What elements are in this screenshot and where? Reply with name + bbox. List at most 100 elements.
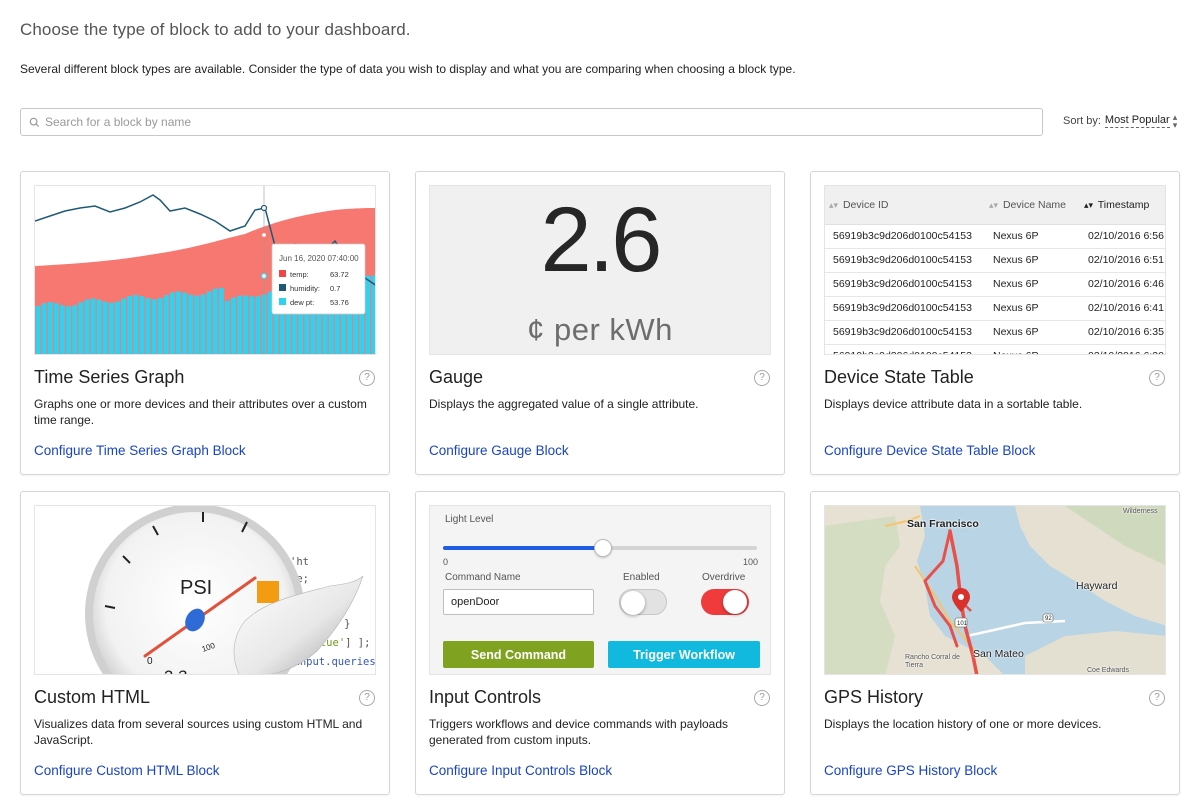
sort-chevrons-icon[interactable]: ▴ ▾ <box>1172 112 1178 130</box>
table-cell: Nexus 6P <box>985 296 1080 321</box>
table-cell: 02/10/2016 6:56 <box>1080 224 1165 249</box>
tooltip-label-humidity: humidity: <box>290 284 320 293</box>
tooltip-label-temp: temp: <box>290 270 309 279</box>
table-cell: 02/10/2016 6:51 <box>1080 248 1165 273</box>
block-name: GPS History <box>824 687 924 707</box>
dew-point-bar <box>41 303 47 354</box>
tooltip-label-dew: dew pt: <box>290 298 314 307</box>
overdrive-toggle[interactable] <box>701 589 749 615</box>
block-description: Visualizes data from several sources usi… <box>34 717 363 747</box>
dew-point-bar <box>212 288 218 354</box>
dew-point-bar <box>72 305 78 354</box>
configure-device-state-table-link[interactable]: Configure Device State Table Block <box>824 443 1036 458</box>
dew-point-bar <box>47 302 53 354</box>
sort-control[interactable]: Sort by: Most Popular ▴ ▾ <box>1063 112 1178 130</box>
dew-point-bar <box>169 292 175 354</box>
dew-point-bar <box>145 298 151 354</box>
search-input[interactable] <box>45 115 1008 129</box>
dew-point-bar <box>273 289 279 354</box>
dew-point-bar <box>121 298 127 354</box>
help-circle-icon[interactable]: ? <box>1149 690 1165 706</box>
block-card-custom-html[interactable]: 'ht se; nction() { aded) { return; } [ [… <box>20 491 390 795</box>
map-label-coe-edwards: Coe Edwards <box>1087 667 1130 674</box>
dew-point-bar <box>322 282 328 354</box>
help-circle-icon[interactable]: ? <box>1149 370 1165 386</box>
slider-fill <box>443 546 604 550</box>
page-title: Choose the type of block to add to your … <box>20 20 411 39</box>
block-card-gauge[interactable]: 2.6 ¢ per kWh Gauge ? Displays the aggre… <box>415 171 785 475</box>
block-description: Graphs one or more devices and their att… <box>34 397 367 427</box>
map-label-hayward: Hayward <box>1076 580 1118 592</box>
command-name-input[interactable] <box>443 589 594 615</box>
dew-point-bar <box>78 302 84 354</box>
help-circle-icon[interactable]: ? <box>754 370 770 386</box>
dew-point-bar <box>249 296 255 354</box>
dew-point-bar <box>157 298 163 354</box>
send-command-button[interactable]: Send Command <box>443 641 594 668</box>
dew-point-bar <box>96 299 102 354</box>
enabled-label: Enabled <box>623 572 660 583</box>
slider-label: Light Level <box>445 514 494 525</box>
help-circle-icon[interactable]: ? <box>754 690 770 706</box>
trigger-workflow-button[interactable]: Trigger Workflow <box>608 641 760 668</box>
table-cell: 02/10/2016 6:41 <box>1080 296 1165 321</box>
block-description: Triggers workflows and device commands w… <box>429 717 729 747</box>
dew-point-bar <box>359 274 365 354</box>
dew-point-bar <box>371 275 375 354</box>
search-box[interactable] <box>20 108 1043 136</box>
block-card-time-series-graph[interactable]: Jun 16, 2020 07:40:00 temp: 63.72 humidi… <box>20 171 390 475</box>
gauge-tick-0: 0 <box>147 656 153 667</box>
map-label-rancho: Rancho Corral de Tierra <box>905 654 960 669</box>
block-name: Time Series Graph <box>34 367 185 387</box>
dew-point-bar <box>200 294 206 354</box>
dew-point-bar <box>127 295 133 354</box>
tooltip-value-temp: 63.72 <box>330 270 349 279</box>
map: 101 92 <box>825 506 1165 674</box>
overdrive-label: Overdrive <box>702 572 746 583</box>
configure-time-series-link[interactable]: Configure Time Series Graph Block <box>34 443 246 458</box>
gauge-preview: 2.6 ¢ per kWh <box>429 185 771 355</box>
column-header-timestamp: ▴▾ Timestamp <box>1080 186 1165 225</box>
sort-value[interactable]: Most Popular <box>1104 114 1170 128</box>
gauge-reading: 2.3 <box>162 667 187 675</box>
dew-point-bar <box>255 296 261 354</box>
dew-point-bar <box>133 294 139 354</box>
table-cell: Nexus 6P <box>985 320 1080 345</box>
configure-gauge-link[interactable]: Configure Gauge Block <box>429 443 569 458</box>
table-cell: 56919b3c9d206d0100c54153 <box>825 320 985 345</box>
block-card-gps-history[interactable]: 101 92 San Francisco Hayward San Mateo W… <box>810 491 1180 795</box>
column-header-device-id: ▴▾ Device ID <box>825 186 985 225</box>
gauge-psi-label: PSI <box>180 577 212 599</box>
dew-point-bar <box>347 276 352 354</box>
map-label-san-mateo: San Mateo <box>973 648 1024 660</box>
configure-custom-html-link[interactable]: Configure Custom HTML Block <box>34 763 220 778</box>
gauge-value: 2.6 <box>540 189 663 291</box>
configure-input-controls-link[interactable]: Configure Input Controls Block <box>429 763 613 778</box>
tooltip-value-dew: 53.76 <box>330 298 349 307</box>
dew-point-bar <box>285 289 291 354</box>
dew-point-bar <box>353 274 359 354</box>
dew-point-bar <box>310 282 316 354</box>
dew-point-bar <box>298 288 304 354</box>
configure-gps-history-link[interactable]: Configure GPS History Block <box>824 763 998 778</box>
slider-thumb[interactable] <box>594 539 613 557</box>
column-header-device-name: ▴▾ Device Name <box>985 186 1080 225</box>
help-circle-icon[interactable]: ? <box>359 370 375 386</box>
dew-point-bar <box>224 300 230 354</box>
block-card-input-controls[interactable]: Light Level 0 100 Command Name Enabled O… <box>415 491 785 795</box>
dew-point-bar <box>316 281 322 354</box>
input-controls-preview: Light Level 0 100 Command Name Enabled O… <box>429 505 771 675</box>
highway-101-label: 101 <box>957 621 968 627</box>
enabled-toggle[interactable] <box>619 589 667 615</box>
pressure-gauge-illustration: PSI 0 100 2.3 <box>85 506 364 675</box>
table-cell: Nexus 6P <box>985 272 1080 297</box>
help-circle-icon[interactable]: ? <box>359 690 375 706</box>
map-pin-icon <box>952 588 970 612</box>
block-name: Custom HTML <box>34 687 151 707</box>
block-card-device-state-table[interactable]: ▴▾ Device ID ▴▾ Device Name ▴▾ Timestamp… <box>810 171 1180 475</box>
slider-max-label: 100 <box>743 557 759 567</box>
table-cell: Nexus 6P <box>985 224 1080 249</box>
